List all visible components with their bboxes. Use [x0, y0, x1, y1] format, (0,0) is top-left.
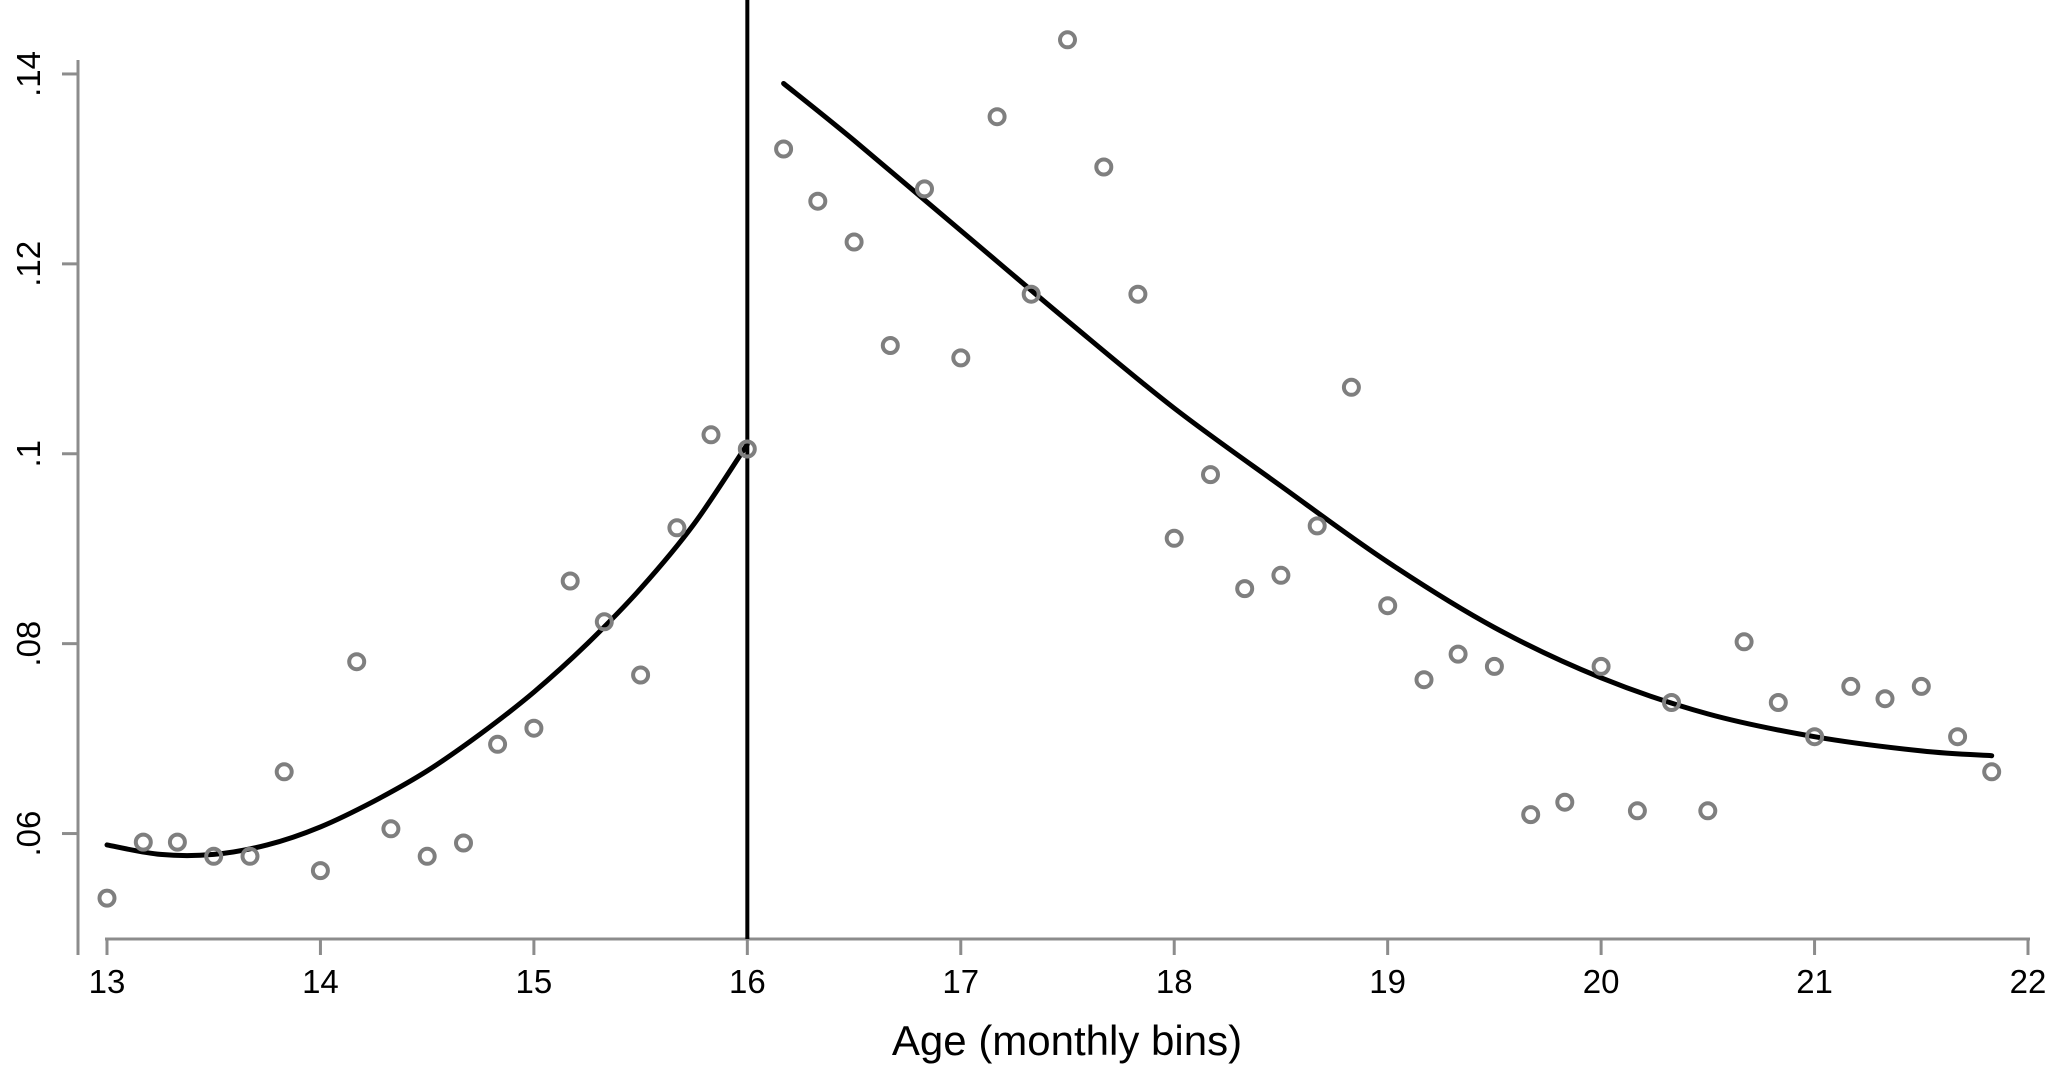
data-point: [167, 832, 187, 852]
data-point: [594, 612, 614, 632]
data-point: [1378, 596, 1398, 616]
data-point: [454, 833, 473, 853]
data-point: [310, 861, 330, 881]
data-point: [274, 762, 294, 782]
x-tick-label: 14: [302, 963, 339, 1000]
data-point: [1875, 689, 1895, 709]
y-tick-label: .12: [10, 241, 47, 287]
data-point: [880, 336, 900, 355]
data-point: [204, 846, 224, 866]
data-point: [1662, 693, 1681, 712]
data-point: [1911, 676, 1931, 696]
data-point: [631, 665, 651, 685]
x-tick-label: 17: [942, 963, 979, 1000]
fitted-curves: [104, 81, 1995, 859]
data-point: [1058, 30, 1077, 50]
data-point: [808, 191, 828, 211]
data-point: [1021, 284, 1041, 304]
x-tick-label: 16: [729, 963, 766, 1000]
data-point: [1768, 693, 1788, 712]
data-point: [381, 819, 401, 839]
y-ticks: .06 .08 .1 .12 .14: [10, 51, 78, 856]
data-point: [701, 425, 721, 445]
x-tick-label: 22: [2010, 963, 2047, 1000]
data-point: [1341, 377, 1361, 397]
data-point: [1271, 565, 1291, 585]
data-point: [1235, 579, 1255, 599]
data-point: [1555, 792, 1575, 812]
data-point: [133, 832, 153, 852]
data-point: [1982, 762, 2002, 782]
data-point: [560, 571, 580, 591]
x-tick-label: 21: [1796, 963, 1833, 1000]
x-ticks: 13 14 15 16 17 18 19 20 21 22: [89, 939, 2047, 1000]
data-point: [240, 846, 260, 866]
y-tick-label: .06: [10, 811, 47, 857]
data-point: [951, 348, 971, 368]
data-point: [1307, 516, 1327, 536]
data-point: [1414, 670, 1434, 690]
data-point: [667, 518, 687, 538]
data-point: [844, 232, 864, 252]
y-tick-label: .1: [10, 440, 47, 468]
data-point: [1201, 465, 1220, 485]
y-tick-label: .14: [10, 51, 47, 97]
x-tick-label: 20: [1583, 963, 1620, 1000]
data-point: [417, 846, 437, 866]
data-point: [1948, 727, 1968, 747]
data-points: [97, 30, 2002, 908]
data-point: [1805, 727, 1825, 747]
data-point: [1448, 644, 1468, 664]
x-tick-label: 18: [1156, 963, 1193, 1000]
y-tick-label: .08: [10, 621, 47, 667]
data-point: [1627, 801, 1647, 821]
data-point: [915, 179, 934, 199]
data-point: [774, 139, 794, 159]
data-point: [1734, 632, 1754, 652]
data-point: [97, 888, 117, 908]
x-axis-title: Age (monthly bins): [892, 1017, 1242, 1064]
fit-line-left: [104, 441, 750, 859]
x-tick-label: 15: [516, 963, 553, 1000]
data-point: [1484, 656, 1504, 676]
data-point: [737, 439, 757, 459]
data-point: [1591, 656, 1611, 676]
data-point: [347, 652, 367, 672]
data-point: [1164, 528, 1184, 548]
data-point: [1521, 805, 1541, 825]
data-point: [488, 734, 508, 754]
data-point: [1841, 676, 1861, 696]
data-point: [1698, 801, 1718, 821]
data-point: [1094, 157, 1114, 177]
fit-line-right: [781, 81, 1995, 759]
data-point: [987, 107, 1007, 127]
x-tick-label: 19: [1369, 963, 1406, 1000]
data-point: [524, 718, 544, 738]
data-point: [1128, 284, 1148, 304]
x-tick-label: 13: [89, 963, 126, 1000]
